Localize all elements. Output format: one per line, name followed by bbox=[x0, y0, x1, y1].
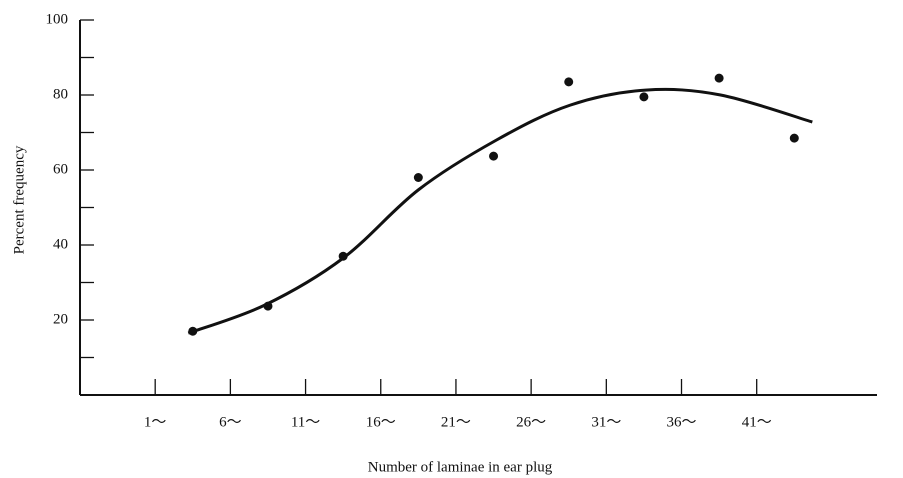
x-tick-label: 36～ bbox=[667, 414, 697, 430]
y-tick-label: 60 bbox=[53, 161, 68, 177]
x-tick-label: 41～ bbox=[742, 414, 772, 430]
data-point bbox=[489, 152, 498, 161]
x-tick-label: 6～ bbox=[219, 414, 242, 430]
y-tick-label: 100 bbox=[46, 11, 69, 27]
x-tick-label: 31～ bbox=[591, 414, 621, 430]
fitted-curve bbox=[188, 89, 812, 333]
y-axis-label: Percent frequency bbox=[11, 145, 27, 254]
x-tick-label: 26～ bbox=[516, 414, 546, 430]
x-tick-label: 1～ bbox=[144, 414, 167, 430]
data-point bbox=[790, 134, 799, 143]
y-tick-label: 20 bbox=[53, 311, 68, 327]
data-point bbox=[564, 77, 573, 86]
y-tick-label: 80 bbox=[53, 86, 68, 102]
data-point bbox=[414, 173, 423, 182]
x-tick-label: 21～ bbox=[441, 414, 471, 430]
x-tick-label: 11～ bbox=[291, 414, 320, 430]
x-tick-label: 16～ bbox=[366, 414, 396, 430]
chart: Percent frequency Number of laminae in e… bbox=[0, 0, 903, 478]
y-tick-label: 40 bbox=[53, 236, 68, 252]
data-point bbox=[715, 74, 724, 83]
x-axis-label: Number of laminae in ear plug bbox=[368, 459, 553, 475]
data-point bbox=[639, 92, 648, 101]
